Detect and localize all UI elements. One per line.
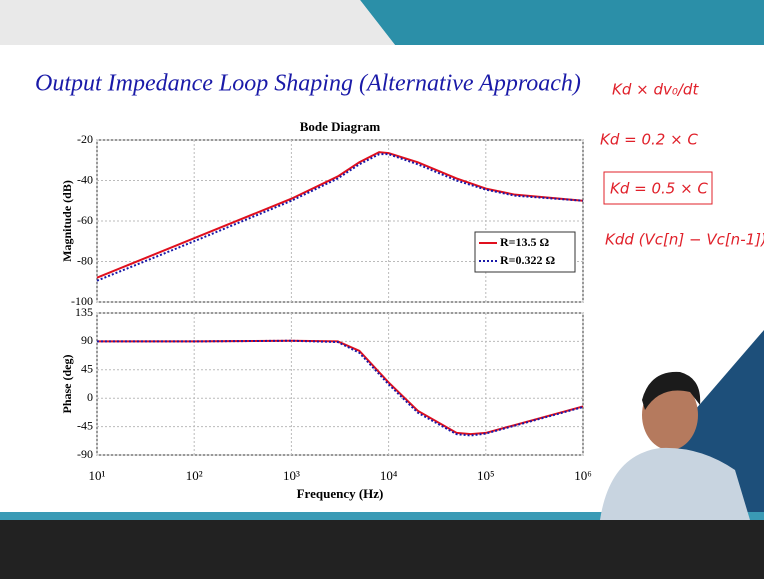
y-tick-label: -60 <box>77 213 93 227</box>
legend-label: R=13.5 Ω <box>500 235 550 249</box>
chart-title: Bode Diagram <box>300 119 381 134</box>
legend-label: R=0.322 Ω <box>500 253 556 267</box>
y-tick-label: 0 <box>87 390 93 404</box>
x-tick-label: 10² <box>186 468 203 483</box>
annotation: Kd × dv₀/dt <box>612 81 699 99</box>
x-tick-label: 10⁶ <box>574 468 592 483</box>
y-tick-label: 135 <box>75 305 93 319</box>
x-tick-label: 10³ <box>283 468 300 483</box>
y-tick-label: -80 <box>77 253 93 267</box>
plot-area <box>97 313 583 455</box>
slide-title: Output Impedance Loop Shaping (Alternati… <box>35 71 581 97</box>
y-tick-label: 45 <box>81 362 93 376</box>
x-tick-label: 10¹ <box>89 468 106 483</box>
y-tick-label: -90 <box>77 447 93 461</box>
annotation: Kd = 0.2 × C <box>600 131 698 149</box>
top-accent <box>360 0 764 45</box>
y-axis-label: Magnitude (dB) <box>60 180 74 262</box>
slide: Output Impedance Loop Shaping (Alternati… <box>0 0 764 579</box>
y-tick-label: -40 <box>77 172 93 186</box>
x-axis-label: Frequency (Hz) <box>297 486 384 501</box>
annotation: Kdd (Vc[n] − Vc[n-1]) <box>605 231 764 249</box>
y-tick-label: -45 <box>77 418 93 432</box>
y-axis-label: Phase (deg) <box>60 355 74 414</box>
x-tick-label: 10⁴ <box>380 468 398 483</box>
bottom-band <box>0 520 764 579</box>
y-tick-label: -20 <box>77 132 93 146</box>
top-left <box>0 0 395 45</box>
y-tick-label: 90 <box>81 333 93 347</box>
x-tick-label: 10⁵ <box>477 468 495 483</box>
annotation: Kd = 0.5 × C <box>610 180 708 198</box>
